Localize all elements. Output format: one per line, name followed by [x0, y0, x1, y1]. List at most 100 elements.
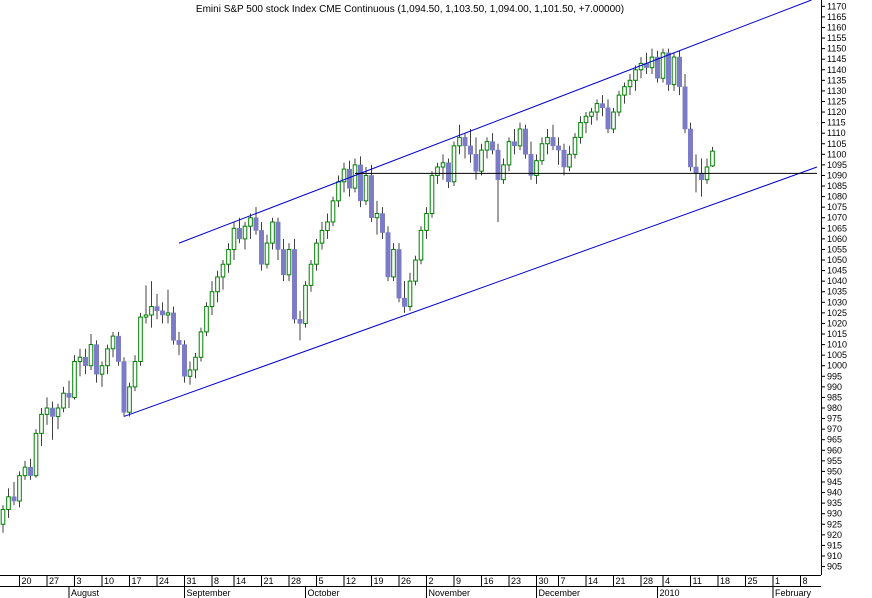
candle — [501, 158, 506, 184]
candle-body-down — [121, 361, 127, 413]
candle-body-up — [242, 225, 248, 240]
y-tick-label: 1020 — [827, 318, 847, 328]
candle-body-down — [512, 141, 517, 147]
candle-body-up — [374, 213, 380, 219]
y-tick-label: 995 — [827, 371, 842, 381]
x-tick-label: 8 — [214, 576, 219, 586]
candle — [517, 122, 523, 151]
candle — [176, 331, 182, 356]
candle — [149, 281, 154, 328]
y-tick-label: 950 — [827, 466, 842, 476]
month-label: February — [775, 588, 812, 598]
candle — [677, 50, 682, 96]
candle — [308, 260, 314, 292]
candle — [281, 238, 286, 282]
y-tick-label: 1115 — [827, 118, 846, 128]
month-label: September — [187, 588, 231, 598]
candle — [55, 403, 61, 430]
y-tick-label: 1090 — [827, 170, 847, 180]
candle — [369, 164, 374, 222]
x-tick-label: 28 — [643, 576, 653, 586]
x-tick-label: 8 — [803, 576, 808, 586]
candle — [671, 52, 677, 91]
candle-body-down — [154, 306, 160, 312]
month-label: December — [539, 588, 581, 598]
candle — [523, 124, 528, 159]
candle-body-up — [22, 466, 28, 477]
candle — [209, 281, 215, 315]
candle — [710, 146, 715, 168]
channel-line-upper — [178, 0, 812, 244]
candle-body-down — [677, 56, 682, 87]
candle-body-up — [44, 407, 50, 415]
candle-body-down — [523, 128, 528, 155]
x-tick-label: 23 — [511, 576, 521, 586]
candle — [39, 407, 44, 447]
candle — [33, 429, 39, 478]
candle — [88, 334, 94, 370]
candle-body-up — [671, 56, 677, 86]
x-tick-label: 2 — [429, 576, 434, 586]
candle — [660, 48, 666, 83]
candle — [374, 200, 380, 235]
candle-body-up — [363, 174, 369, 202]
candle — [688, 122, 693, 172]
candle — [22, 460, 28, 480]
candle — [6, 488, 11, 518]
candle — [638, 57, 644, 79]
candle-body-up — [33, 432, 39, 477]
candle — [561, 143, 567, 176]
candle-body-down — [160, 310, 165, 316]
y-tick-label: 1030 — [827, 297, 847, 307]
candle — [187, 361, 193, 385]
candle-body-down — [94, 344, 99, 375]
candle — [66, 380, 72, 408]
candle-body-down — [237, 228, 242, 240]
y-tick-label: 1130 — [827, 86, 846, 96]
candle-body-down — [385, 232, 391, 278]
y-tick-label: 1080 — [827, 192, 847, 202]
candle-body-up — [578, 122, 583, 138]
candle-body-down — [699, 173, 704, 180]
y-tick-label: 970 — [827, 424, 842, 434]
candle-body-up — [204, 306, 209, 333]
candle-body-up — [418, 229, 424, 261]
candle — [699, 158, 704, 197]
month-label: November — [429, 588, 471, 598]
candle-body-up — [638, 62, 644, 71]
candle — [110, 331, 116, 358]
candle — [380, 207, 385, 239]
candle — [138, 312, 143, 366]
candle — [633, 65, 638, 91]
candle-body-down — [253, 217, 259, 231]
x-tick-label: 11 — [693, 576, 702, 586]
candle-body-up — [77, 356, 83, 362]
candle — [297, 310, 303, 341]
candle — [99, 361, 105, 387]
candle-body-up — [99, 365, 105, 375]
candle-body-up — [484, 141, 490, 151]
y-tick-label: 1110 — [827, 128, 846, 138]
x-tick-label: 12 — [346, 576, 356, 586]
y-tick-label: 1155 — [827, 33, 846, 43]
y-tick-label: 935 — [827, 498, 842, 508]
candle — [182, 340, 187, 383]
y-tick-label: 1150 — [827, 44, 846, 54]
x-tick-label: 17 — [132, 576, 142, 586]
candle — [600, 95, 605, 117]
candle — [17, 471, 22, 508]
candle-body-down — [490, 141, 495, 151]
y-tick-label: 1015 — [827, 329, 847, 339]
x-tick-label: 14 — [588, 576, 598, 586]
candle-body-down — [446, 162, 451, 183]
y-tick-label: 1050 — [827, 255, 847, 265]
candle — [154, 293, 160, 320]
month-label: October — [308, 588, 340, 598]
x-tick-label: 5 — [319, 576, 324, 586]
candle-body-down — [281, 249, 286, 276]
candle — [539, 137, 545, 165]
candle — [132, 355, 138, 392]
candle — [402, 281, 407, 313]
candle — [479, 143, 484, 176]
